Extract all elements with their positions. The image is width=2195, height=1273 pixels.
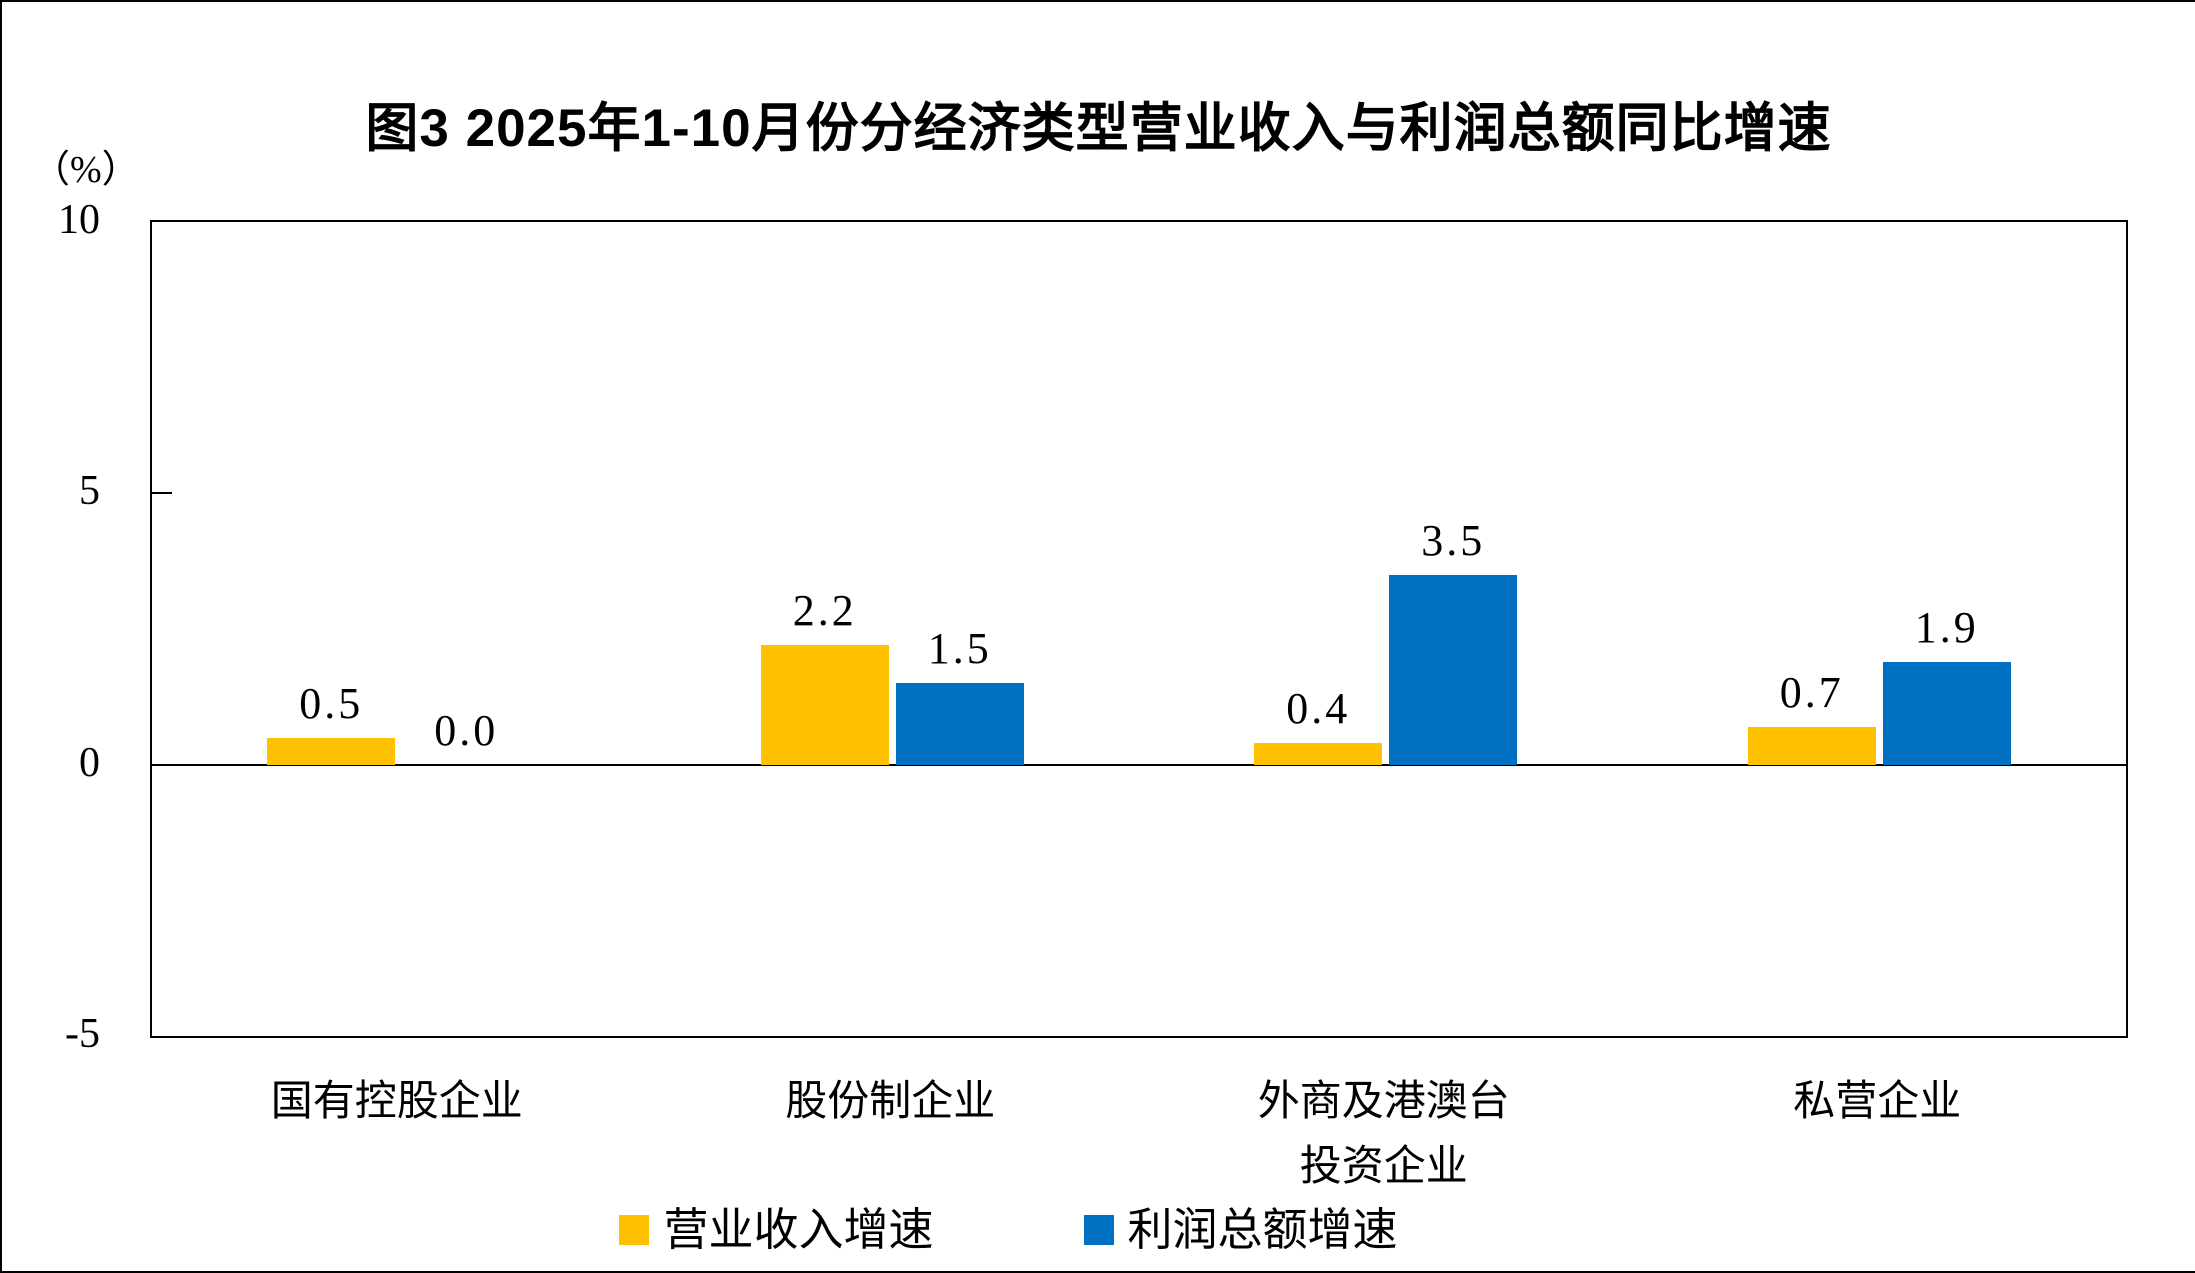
bar-value-label: 3.5	[1421, 515, 1486, 565]
legend-item: 营业收入增速	[619, 1205, 934, 1255]
y-axis-tick-label: -5	[65, 1011, 100, 1057]
bar-营业收入增速-外商及港澳台投资企业	[1254, 742, 1383, 765]
y-axis-tick-label: 5	[79, 468, 100, 515]
zero-line	[152, 763, 2126, 766]
bar-value-label: 1.9	[1914, 602, 1979, 652]
bar-value-label: 0.0	[434, 705, 499, 755]
y-axis-tick-label: 0	[79, 739, 100, 786]
category-label: 股份制企业	[785, 1079, 996, 1125]
bar-利润总额增速-私营企业	[1882, 661, 2011, 765]
category-label: 国有控股企业	[270, 1079, 523, 1125]
legend-swatch-profit-icon	[1083, 1215, 1114, 1245]
tick-mark	[152, 492, 172, 495]
bar-value-label: 0.5	[299, 678, 364, 728]
legend-label: 营业收入增速	[663, 1205, 934, 1255]
bar-value-label: 1.5	[927, 624, 992, 674]
chart-title: 图3 2025年1-10月份分经济类型营业收入与利润总额同比增速	[365, 99, 1832, 158]
legend-label: 利润总额增速	[1127, 1205, 1398, 1255]
plot-area: 0.5 2.2 0.4 0.7 0.0 1.5 3.5 1.9	[150, 220, 2128, 1038]
bar-value-label: 0.4	[1286, 683, 1351, 733]
category-label: 外商及港澳台 投资企业	[1257, 1079, 1510, 1191]
y-axis-unit-label: （%）	[32, 149, 140, 191]
legend: 营业收入增速 利润总额增速	[2, 1200, 2195, 1260]
y-axis-tick-label: 10	[58, 197, 100, 243]
bar-利润总额增速-股份制企业	[895, 683, 1024, 765]
category-label: 私营企业	[1793, 1079, 1962, 1125]
bar-value-label: 2.2	[792, 586, 857, 636]
bar-利润总额增速-外商及港澳台投资企业	[1389, 574, 1518, 765]
bar-营业收入增速-股份制企业	[760, 645, 889, 765]
bar-营业收入增速-私营企业	[1747, 726, 1876, 765]
legend-swatch-revenue-icon	[619, 1215, 650, 1245]
bar-营业收入增速-国有控股企业	[267, 737, 396, 765]
bar-value-label: 0.7	[1779, 667, 1844, 717]
legend-item: 利润总额增速	[1083, 1205, 1398, 1255]
